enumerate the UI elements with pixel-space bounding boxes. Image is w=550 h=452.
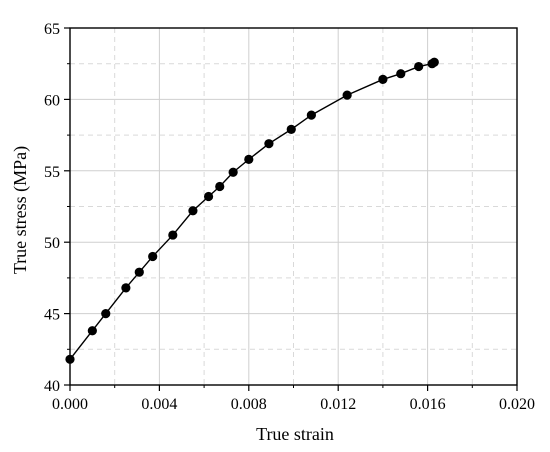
- data-point: [286, 124, 296, 134]
- axis-labels: True strain True stress (MPa): [10, 146, 334, 444]
- data-point: [228, 167, 238, 177]
- data-point: [203, 191, 214, 202]
- data-point: [134, 267, 144, 277]
- x-tick-label: 0.016: [410, 396, 446, 413]
- data-point: [429, 57, 439, 67]
- curve-layer: [69, 61, 435, 360]
- x-tick-label: 0.008: [231, 396, 267, 413]
- axis-ticks: 0.000 0.004 0.008 0.012 0.016 0.020 40 45 50 55 60…: [44, 21, 535, 413]
- y-axis-title: True stress (MPa): [10, 146, 31, 274]
- x-axis-title: True strain: [256, 424, 334, 444]
- y-tick-label: 60: [44, 92, 60, 109]
- y-tick-label: 40: [44, 378, 60, 395]
- grid: [69, 27, 518, 386]
- data-point: [396, 69, 406, 79]
- data-point: [342, 90, 352, 100]
- y-tick-label: 50: [44, 235, 60, 252]
- data-point: [168, 230, 178, 240]
- data-point: [87, 326, 97, 336]
- y-tick-label: 45: [44, 307, 60, 324]
- x-tick-label: 0.004: [141, 396, 177, 413]
- data-point: [244, 154, 254, 164]
- x-tick-label: 0.020: [499, 396, 535, 413]
- y-tick-label: 55: [44, 164, 60, 181]
- data-point: [306, 110, 316, 120]
- data-point: [101, 309, 111, 319]
- stress-strain-curve: [69, 61, 435, 360]
- data-point: [378, 74, 388, 85]
- x-tick-label: 0.012: [320, 396, 356, 413]
- data-point: [188, 206, 198, 216]
- data-point: [215, 181, 225, 192]
- data-point: [148, 251, 158, 262]
- data-point: [264, 139, 274, 149]
- data-point: [65, 354, 75, 364]
- data-point: [414, 61, 424, 72]
- points-layer: [65, 57, 439, 364]
- data-point: [121, 283, 131, 293]
- x-tick-label: 0.000: [52, 396, 88, 413]
- y-tick-label: 65: [44, 21, 60, 38]
